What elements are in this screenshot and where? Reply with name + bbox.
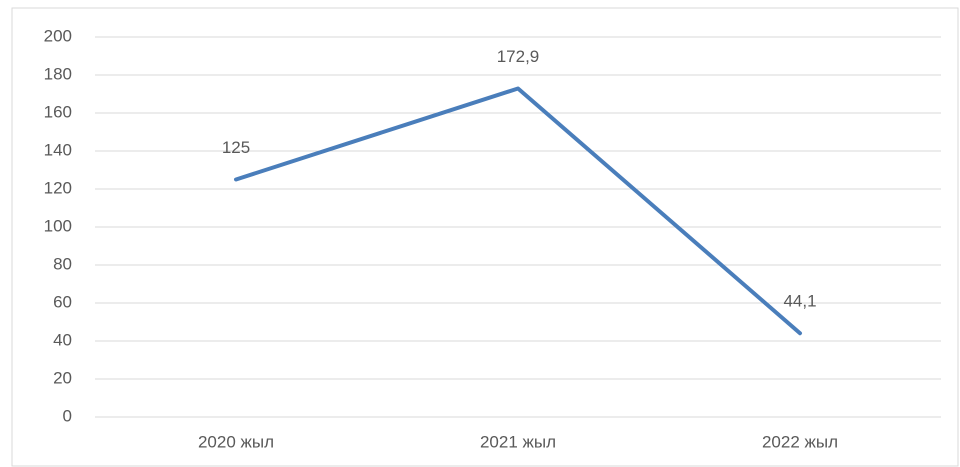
y-tick-label: 80 — [53, 254, 72, 273]
y-tick-label: 20 — [53, 368, 72, 387]
line — [234, 86, 802, 336]
y-tick-label: 100 — [44, 216, 72, 235]
y-tick-label: 180 — [44, 64, 72, 83]
x-tick-label: 2022 жыл — [762, 432, 838, 451]
chart-border — [11, 7, 959, 467]
x-tick-label: 2020 жыл — [198, 432, 274, 451]
y-tick-label: 40 — [53, 330, 72, 349]
y-tick-label: 200 — [44, 26, 72, 45]
y-tick-label: 140 — [44, 140, 72, 159]
y-tick-label: 160 — [44, 102, 72, 121]
x-tick-label: 2021 жыл — [480, 432, 556, 451]
y-tick-label: 120 — [44, 178, 72, 197]
data-label: 172,9 — [497, 47, 540, 66]
y-tick-label: 60 — [53, 292, 72, 311]
data-label: 44,1 — [783, 292, 816, 311]
data-label: 125 — [222, 138, 250, 157]
y-tick-label: 0 — [63, 406, 72, 425]
